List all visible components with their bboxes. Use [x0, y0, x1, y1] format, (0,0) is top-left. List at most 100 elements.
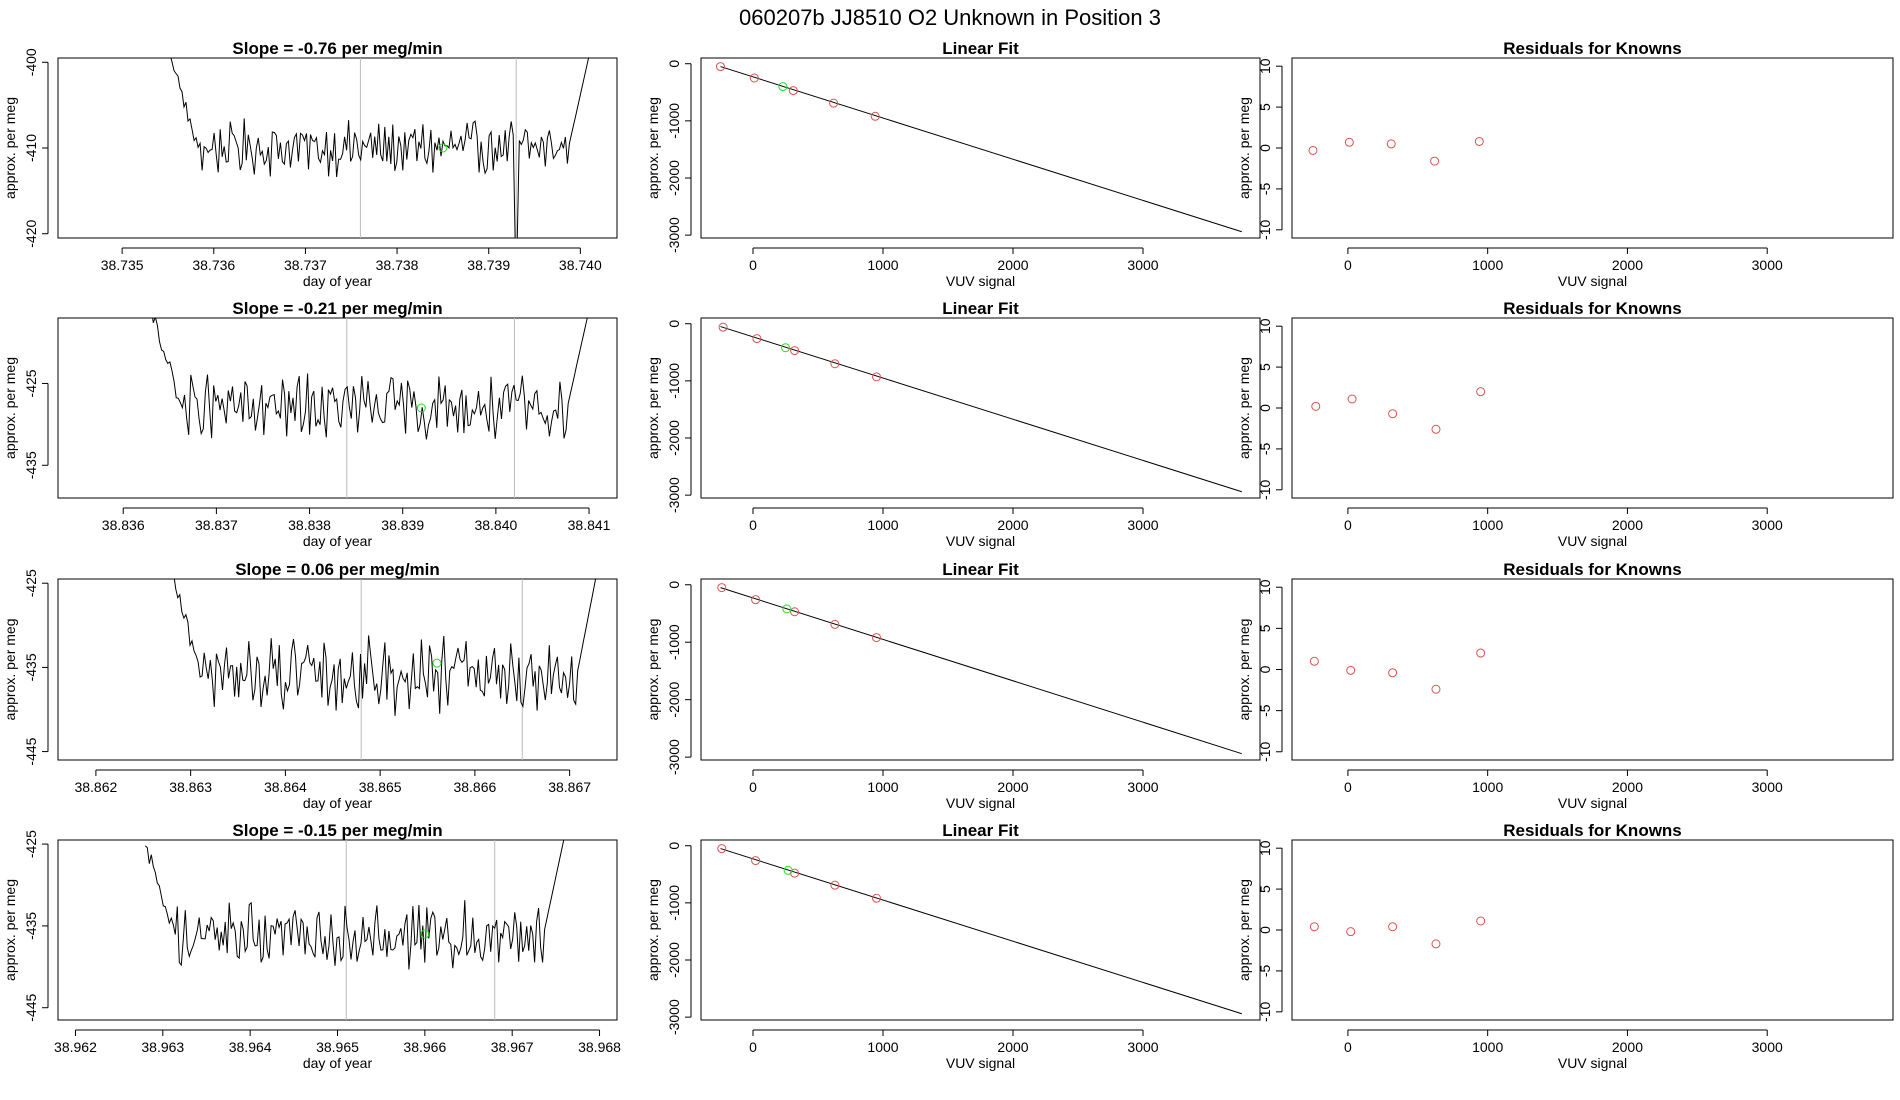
y-tick-label: -2000: [666, 942, 682, 978]
panel-slope-4: Slope = -0.15 per meg/min 38.962 38.963 38.…: [2, 821, 621, 1071]
panel-fit-3: Linear Fit 0 1000 2000 3000 VUV signal -3000 -2…: [645, 560, 1261, 811]
x-tick-label: 3000: [1752, 257, 1783, 273]
plot-title: Slope = -0.15 per meg/min: [232, 821, 442, 840]
x-tick-label: 38.967: [491, 1039, 534, 1055]
residual-point: [1476, 916, 1486, 926]
x-tick-label: 0: [749, 779, 757, 795]
known-point: [872, 633, 881, 643]
x-axis-label: VUV signal: [946, 273, 1015, 289]
x-tick-label: 38.838: [288, 517, 331, 533]
y-tick-label: -10: [1257, 219, 1273, 239]
x-tick-label: 38.962: [54, 1039, 97, 1055]
x-tick-label: 38.735: [101, 257, 144, 273]
residual-point: [1476, 387, 1486, 397]
residual-point: [1430, 156, 1440, 166]
y-tick-label: -410: [23, 134, 39, 162]
x-tick-label: 1000: [1472, 1039, 1503, 1055]
known-point: [790, 607, 800, 617]
y-tick-label: 0: [1257, 404, 1273, 412]
x-tick-label: 3000: [1752, 1039, 1783, 1055]
fit-line: [720, 326, 1242, 493]
y-tick-label: -3000: [666, 739, 682, 775]
x-axis-label: day of year: [303, 273, 373, 289]
x-tick-label: 38.740: [559, 257, 602, 273]
plot-area: [152, 318, 588, 498]
known-point: [752, 334, 762, 344]
residual-point: [1308, 145, 1318, 155]
plot-frame: [57, 839, 618, 1021]
x-tick-label: 0: [1344, 257, 1352, 273]
y-tick-label: 0: [666, 60, 682, 68]
x-tick-label: 38.840: [474, 517, 517, 533]
y-tick-label: 10: [1257, 58, 1273, 74]
x-tick-label: 1000: [867, 779, 898, 795]
x-axis-label: VUV signal: [1558, 795, 1627, 811]
y-axis-label: approx. per meg: [2, 879, 18, 981]
panel-residuals-3: Residuals for Knowns 0 1000 2000 3000 VUV sig…: [1236, 560, 1894, 811]
x-tick-label: 3000: [1752, 517, 1783, 533]
x-tick-label: 1000: [1472, 779, 1503, 795]
x-axis-label: VUV signal: [946, 795, 1015, 811]
y-tick-label: 0: [1257, 665, 1273, 673]
plot-title: Residuals for Knowns: [1503, 299, 1682, 318]
unknown-point: [416, 403, 426, 413]
y-tick-label: 10: [1257, 840, 1273, 856]
x-tick-label: 0: [749, 257, 757, 273]
y-axis-label: approx. per meg: [645, 97, 661, 199]
y-tick-label: -435: [23, 451, 39, 479]
y-tick-label: 10: [1257, 579, 1273, 595]
fit-line: [720, 66, 1242, 233]
unknown-point: [782, 604, 792, 614]
panel-residuals-1: Residuals for Knowns 0 1000 2000 3000 VUV sig…: [1236, 39, 1894, 289]
plot-frame: [1291, 57, 1894, 239]
x-tick-label: 38.968: [578, 1039, 621, 1055]
x-tick-label: 0: [1344, 779, 1352, 795]
x-tick-label: 38.841: [568, 517, 611, 533]
slope-trace-line: [144, 840, 565, 970]
plot-frame: [57, 578, 618, 761]
y-tick-label: -5: [1257, 964, 1273, 977]
residual-point: [1474, 136, 1484, 146]
plot-area: [718, 322, 1242, 493]
y-axis-label: approx. per meg: [2, 619, 18, 721]
plot-title: Residuals for Knowns: [1503, 821, 1682, 840]
plot-title: Residuals for Knowns: [1503, 39, 1682, 58]
unknown-point: [438, 143, 448, 153]
y-tick-label: -425: [23, 369, 39, 397]
panel-residuals-2: Residuals for Knowns 0 1000 2000 3000 VUV sig…: [1236, 299, 1894, 549]
x-tick-label: 0: [1344, 517, 1352, 533]
residual-point: [1388, 409, 1398, 419]
residual-point: [1311, 401, 1321, 411]
x-tick-label: 2000: [997, 517, 1028, 533]
x-tick-label: 38.966: [403, 1039, 446, 1055]
x-tick-label: 38.737: [284, 257, 327, 273]
known-point: [830, 880, 840, 890]
x-tick-label: 38.964: [229, 1039, 272, 1055]
y-axis-label: approx. per meg: [2, 357, 18, 459]
y-axis-label: approx. per meg: [1236, 97, 1252, 199]
residual-point: [1346, 665, 1356, 675]
y-axis-label: approx. per meg: [645, 357, 661, 459]
x-tick-label: 38.965: [316, 1039, 359, 1055]
y-tick-label: -3000: [666, 217, 682, 253]
x-tick-label: 3000: [1127, 257, 1158, 273]
plot-frame: [700, 317, 1261, 499]
y-tick-label: -435: [23, 912, 39, 940]
plot-area: [173, 579, 597, 760]
known-point: [872, 893, 881, 903]
x-tick-label: 1000: [867, 1039, 898, 1055]
y-tick-label: -445: [23, 737, 39, 765]
x-tick-label: 1000: [1472, 257, 1503, 273]
x-tick-label: 2000: [1612, 779, 1643, 795]
y-tick-label: -1000: [666, 624, 682, 660]
y-tick-label: 0: [666, 320, 682, 328]
plot-frame: [57, 57, 618, 239]
known-point: [790, 346, 800, 356]
plot-frame: [57, 317, 618, 499]
plot-area: [1311, 387, 1486, 434]
y-tick-label: 0: [1257, 926, 1273, 934]
x-tick-label: 1000: [867, 257, 898, 273]
x-tick-label: 1000: [1472, 517, 1503, 533]
y-tick-label: -400: [23, 48, 39, 76]
